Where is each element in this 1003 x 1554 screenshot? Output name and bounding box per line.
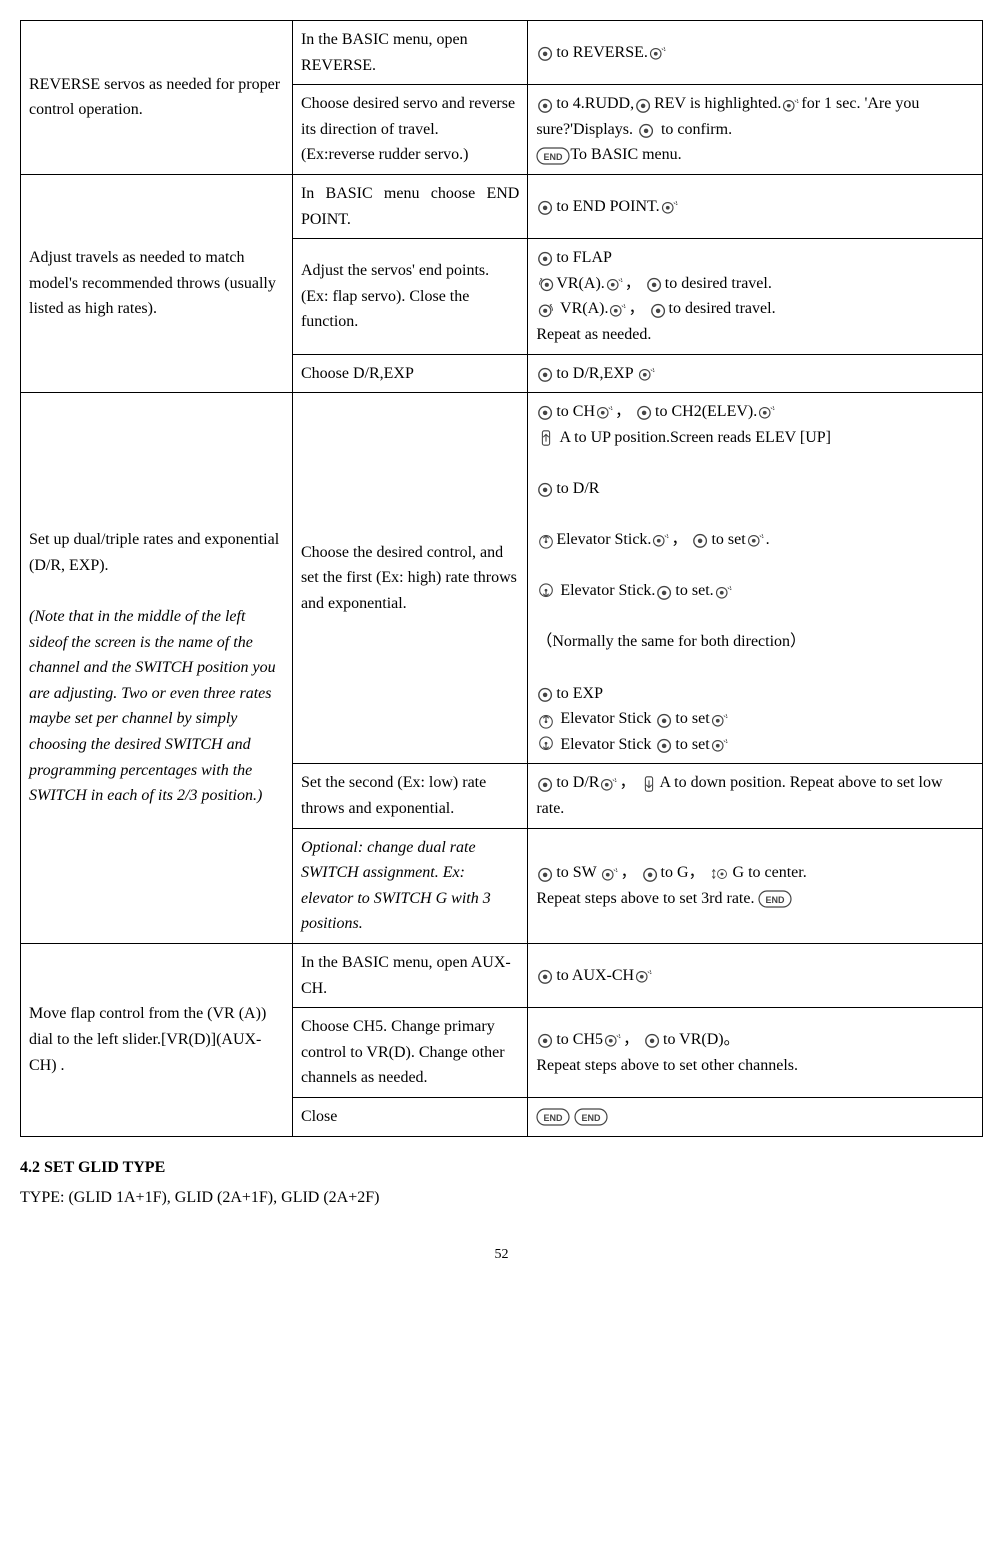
- dial-icon: [537, 96, 555, 114]
- dial-icon: [537, 1031, 555, 1049]
- dial-click-icon: [600, 775, 618, 793]
- step-cell: Choose the desired control, and set the …: [292, 393, 527, 764]
- end-icon: END: [536, 147, 570, 165]
- dial-icon: [537, 403, 555, 421]
- step-cell: In the BASIC menu, open REVERSE.: [292, 21, 527, 85]
- step-cell: Choose desired servo and reverse its dir…: [292, 85, 527, 175]
- step-cell: In BASIC menu choose END POINT.: [292, 174, 527, 238]
- dial-click-icon: [649, 44, 667, 62]
- action-cell: to D/R,EXP: [528, 354, 983, 393]
- action-cell: to SW ， to G， G to center.Repeat steps a…: [528, 828, 983, 943]
- table-row: Adjust travels as needed to match model'…: [21, 174, 983, 238]
- step-cell: Adjust the servos' end points. (Ex: flap…: [292, 239, 527, 354]
- svg-text:END: END: [544, 1113, 564, 1123]
- dial-click-icon: [635, 967, 653, 985]
- dial-icon: [644, 1031, 662, 1049]
- dial-click-icon: [638, 365, 656, 383]
- table-row: Set up dual/triple rates and exponential…: [21, 393, 983, 764]
- step-cell: Choose D/R,EXP: [292, 354, 527, 393]
- step-cell: Close: [292, 1097, 527, 1136]
- goal-cell: Move flap control from the (VR (A)) dial…: [21, 944, 293, 1137]
- dial-click-icon: [711, 711, 729, 729]
- dial-icon: [646, 275, 664, 293]
- dial-click-icon: [596, 403, 614, 421]
- dial-icon: [537, 775, 555, 793]
- goal-text: REVERSE servos as needed for proper cont…: [29, 76, 280, 119]
- action-cell: to 4.RUDD,REV is highlighted.for 1 sec. …: [528, 85, 983, 175]
- action-cell: to CH， to CH2(ELEV). A to UP position.Sc…: [528, 393, 983, 764]
- table-row: REVERSE servos as needed for proper cont…: [21, 21, 983, 85]
- dial-turn-left-icon: [537, 275, 555, 293]
- action-cell: to END POINT.: [528, 174, 983, 238]
- action-cell: to AUX-CH: [528, 944, 983, 1008]
- dial-click-icon: [782, 96, 800, 114]
- dial-icon: [656, 736, 674, 754]
- dial-icon: [638, 121, 656, 139]
- stick-down-icon: [537, 583, 555, 601]
- dial-icon: [537, 365, 555, 383]
- svg-text:END: END: [544, 152, 564, 162]
- dial-turn-right-icon: [537, 301, 555, 319]
- dial-icon: [537, 685, 555, 703]
- dial-click-icon: [601, 865, 619, 883]
- dial-click-icon: [606, 275, 624, 293]
- goal-text: Move flap control from the (VR (A)) dial…: [29, 1005, 266, 1073]
- dial-click-icon: [661, 198, 679, 216]
- goal-note: (Note that in the middle of the left sid…: [29, 608, 276, 804]
- page-number: 52: [20, 1247, 983, 1263]
- dial-icon: [650, 301, 668, 319]
- dial-click-icon: [652, 531, 670, 549]
- section-heading: 4.2 SET GLID TYPE: [20, 1159, 983, 1177]
- action-cell: to D/R， A to down position. Repeat above…: [528, 764, 983, 828]
- switch-down-icon: [640, 775, 658, 793]
- dial-icon: [537, 249, 555, 267]
- dial-icon: [636, 403, 654, 421]
- dial-click-icon: [747, 531, 765, 549]
- dial-icon: [537, 198, 555, 216]
- end-icon: END: [758, 890, 792, 908]
- stick-up-icon: [537, 711, 555, 729]
- goal-text: Set up dual/triple rates and exponential…: [29, 531, 279, 574]
- dial-click-icon: [609, 301, 627, 319]
- goal-text: Adjust travels as needed to match model'…: [29, 249, 276, 317]
- goal-cell: Adjust travels as needed to match model'…: [21, 174, 293, 392]
- action-cell: to CH5， to VR(D)。Repeat steps above to s…: [528, 1008, 983, 1098]
- svg-text:END: END: [582, 1113, 602, 1123]
- end-icon: END: [536, 1108, 570, 1126]
- dial-click-icon: [758, 403, 776, 421]
- dial-icon: [692, 531, 710, 549]
- dial-icon: [656, 711, 674, 729]
- svg-text:END: END: [766, 895, 786, 905]
- dial-icon: [642, 865, 660, 883]
- table-row: Move flap control from the (VR (A)) dial…: [21, 944, 983, 1008]
- procedure-table: REVERSE servos as needed for proper cont…: [20, 20, 983, 1137]
- switch-up-icon: [537, 429, 555, 447]
- stick-up-icon: [537, 531, 555, 549]
- dial-icon: [537, 44, 555, 62]
- dial-icon: [537, 865, 555, 883]
- action-cell: to REVERSE.: [528, 21, 983, 85]
- step-cell: In the BASIC menu, open AUX-CH.: [292, 944, 527, 1008]
- step-cell: Set the second (Ex: low) rate throws and…: [292, 764, 527, 828]
- step-cell: Optional: change dual rate SWITCH assign…: [292, 828, 527, 943]
- switch-center-icon: [710, 865, 728, 883]
- goal-cell: Set up dual/triple rates and exponential…: [21, 393, 293, 944]
- dial-click-icon: [715, 583, 733, 601]
- dial-click-icon: [711, 736, 729, 754]
- type-line: TYPE: (GLID 1A+1F), GLID (2A+1F), GLID (…: [20, 1189, 983, 1207]
- step-cell: Choose CH5. Change primary control to VR…: [292, 1008, 527, 1098]
- dial-icon: [537, 967, 555, 985]
- dial-click-icon: [604, 1031, 622, 1049]
- dial-icon: [537, 480, 555, 498]
- dial-icon: [656, 583, 674, 601]
- action-cell: to FLAPVR(A).， to desired travel. VR(A).…: [528, 239, 983, 354]
- stick-down-icon: [537, 736, 555, 754]
- goal-cell: REVERSE servos as needed for proper cont…: [21, 21, 293, 175]
- end-icon: END: [574, 1108, 608, 1126]
- action-cell: END END: [528, 1097, 983, 1136]
- dial-icon: [635, 96, 653, 114]
